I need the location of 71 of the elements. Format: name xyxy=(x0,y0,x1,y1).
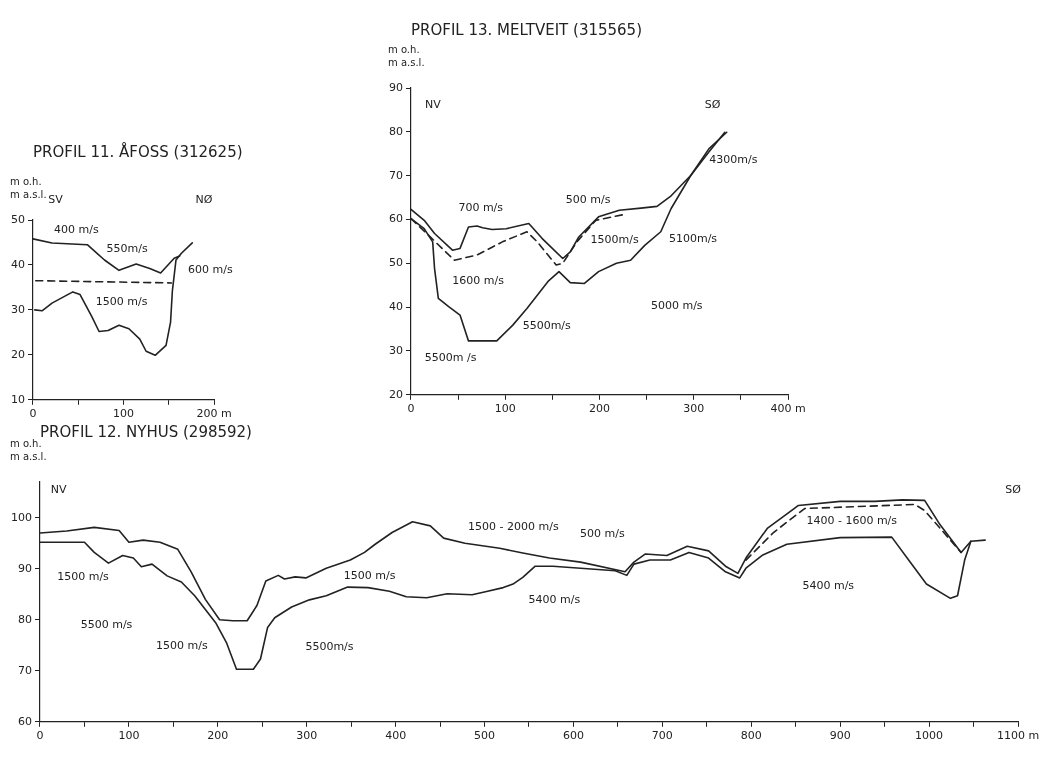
annotation: 1500 - 2000 m/s xyxy=(468,520,559,534)
annotation: 1500 m/s xyxy=(57,570,110,584)
y-tick-label: 90 xyxy=(18,561,32,575)
y-tick-label: 40 xyxy=(11,257,25,271)
chart-title: PROFIL 13. MELTVEIT (315565) xyxy=(411,21,643,40)
y-axis-title: m o.h. m a.s.l. xyxy=(388,44,425,68)
x-tick-label: 600 xyxy=(562,729,584,743)
annotation: SØ xyxy=(1005,482,1022,496)
x-tick-label: 300 xyxy=(296,729,318,743)
annotation: 5400 m/s xyxy=(802,578,855,592)
y-tick-label: 80 xyxy=(18,612,32,626)
x-tick-label: 0 xyxy=(29,407,37,421)
annotation: 550m/s xyxy=(106,242,148,256)
x-tick-label: 900 xyxy=(829,729,851,743)
annotation: 1400 - 1600 m/s xyxy=(806,514,898,528)
annotation: 500 m/s xyxy=(565,193,611,207)
annotation: 5000 m/s xyxy=(650,298,703,312)
y-tick-label: 50 xyxy=(11,212,25,226)
annotation: 1500 m/s xyxy=(343,568,396,582)
text: SV xyxy=(48,193,64,207)
x-tick-label: 400 m xyxy=(770,402,806,416)
x-tick-label: 200 m xyxy=(196,407,232,421)
y-tick-label: 20 xyxy=(389,387,403,401)
y-tick-label: 40 xyxy=(389,300,403,313)
x-tick-label: 800 xyxy=(740,729,762,743)
y-tick-label: 70 xyxy=(389,168,403,182)
y-tick-label: 60 xyxy=(389,212,403,226)
annotation: 400 m/s xyxy=(54,222,100,236)
annotation: 5100m/s xyxy=(668,232,718,246)
y-tick-label: 30 xyxy=(389,343,403,357)
x-tick-label: 100 xyxy=(118,729,140,743)
annotation: 1500m/s xyxy=(590,233,639,247)
x-tick-label: 100 xyxy=(494,402,516,416)
annotation: 1500 m/s xyxy=(155,639,208,653)
x-tick-label: 200 xyxy=(589,402,610,416)
y-tick-label: 30 xyxy=(11,302,25,316)
x-tick-label: 100 xyxy=(113,407,134,421)
annotation: 5500m /s xyxy=(424,350,477,364)
x-tick-label: 0 xyxy=(407,402,415,416)
y-tick-label: 70 xyxy=(18,663,32,677)
x-tick-label: 700 xyxy=(651,729,673,743)
x-tick-label: 1000 xyxy=(915,729,944,743)
x-tick-label: 200 xyxy=(207,729,229,743)
annotation: 5500m/s xyxy=(305,640,354,654)
x-tick-label: 0 xyxy=(36,729,44,743)
y-tick-label: 90 xyxy=(389,80,403,94)
annotation: 700 m/s xyxy=(458,201,504,215)
annotation: SØ xyxy=(704,98,721,112)
chart-title: PROFIL 11. ÅFOSS (312625) xyxy=(33,142,243,162)
annotation: 5400 m/s xyxy=(528,592,581,606)
x-tick-label: 300 xyxy=(683,402,705,416)
y-tick-label: 80 xyxy=(389,124,403,138)
y-tick-label: 10 xyxy=(11,392,25,406)
y-tick-label: 100 xyxy=(11,510,32,524)
x-tick-label: 500 xyxy=(474,729,496,743)
annotation: 1600 m/s xyxy=(452,273,505,287)
y-tick-label: 60 xyxy=(18,714,32,728)
annotation: 1500 m/s xyxy=(95,294,148,308)
annotation: 4300m/s xyxy=(709,153,758,167)
annotation: 600 m/s xyxy=(188,263,233,277)
y-axis-title: m o.h. m a.s.l. xyxy=(10,176,47,200)
annotation: 500 m/s xyxy=(580,527,625,541)
x-tick-label: 1100 m xyxy=(996,729,1040,743)
y-tick-label: 50 xyxy=(389,256,403,270)
x-tick-label: 400 xyxy=(385,729,407,743)
annotation: 5500m/s xyxy=(522,319,572,333)
annotation: NV xyxy=(50,482,67,496)
annotation: 5500 m/s xyxy=(80,618,133,632)
y-tick-label: 20 xyxy=(11,347,25,361)
annotation: NV xyxy=(424,98,442,112)
text: NØ xyxy=(195,193,213,207)
